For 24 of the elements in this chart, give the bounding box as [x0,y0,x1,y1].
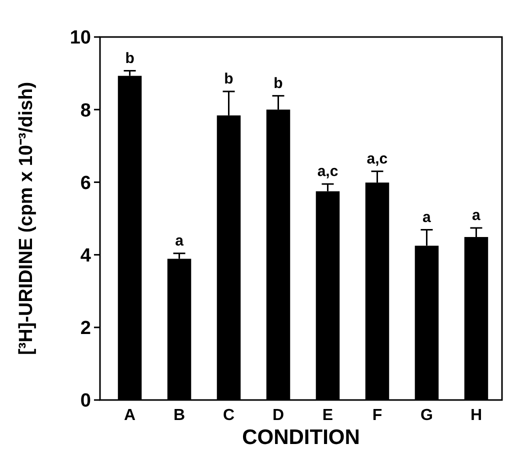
y-tick-label: 6 [80,172,91,194]
x-tick-label: F [372,407,382,424]
x-tick-label: H [470,407,482,424]
y-axis-title: [³H]-URIDINE (cpm x 10⁻³/dish) [16,82,37,356]
annotation: b [125,50,134,67]
x-tick-label: A [124,407,136,424]
annotation: a,c [366,150,388,168]
y-tick-label: 0 [80,390,91,412]
y-tick-label: 2 [80,318,91,340]
annotation: b [274,74,283,92]
x-tick-label: E [322,407,334,424]
annotation: b [224,70,234,88]
annotation: a [175,232,184,250]
x-axis-title: CONDITION [242,426,360,449]
annotation: a,c [317,163,338,180]
x-tick-label: G [420,407,433,424]
x-tick-label: C [222,407,235,424]
y-tick-label: 10 [70,28,91,49]
x-tick-label: D [272,407,284,424]
y-tick-label: 4 [80,245,92,266]
annotation: a [422,208,432,226]
x-tick-label: B [173,407,186,424]
annotation: a [472,206,482,224]
y-tick-label: 8 [80,100,91,122]
